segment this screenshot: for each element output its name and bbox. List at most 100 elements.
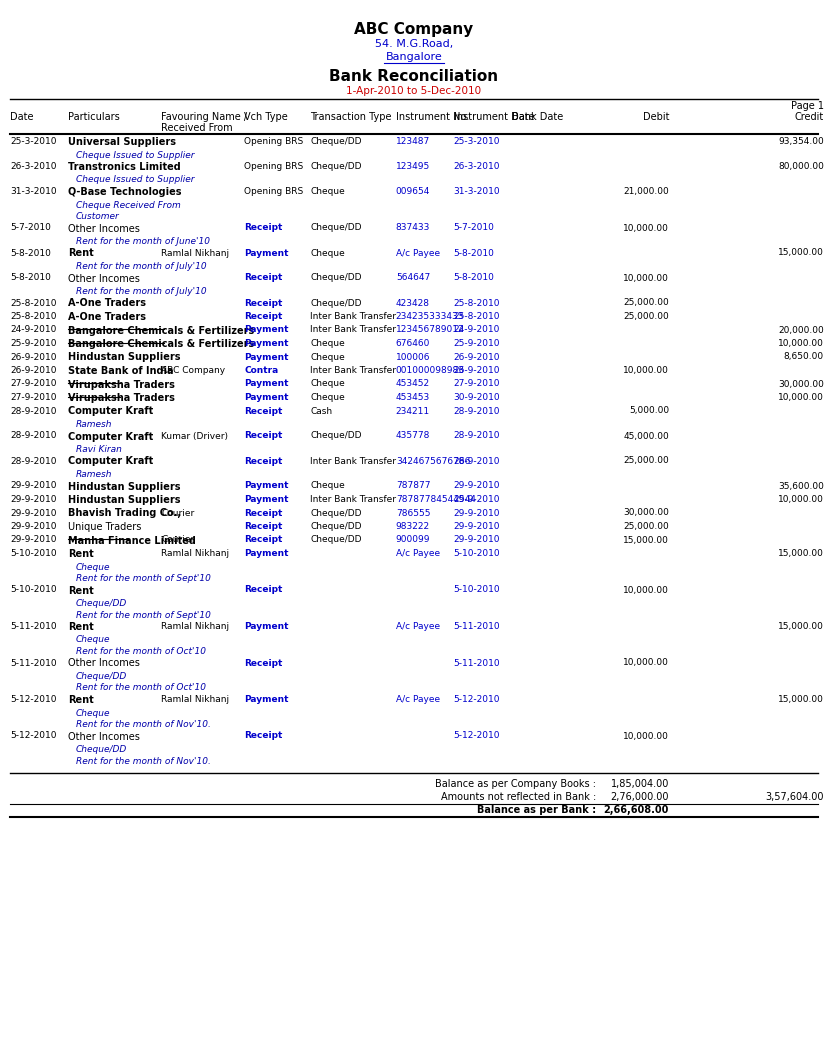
Text: Inter Bank Transfer: Inter Bank Transfer: [310, 495, 396, 504]
Text: 5-10-2010: 5-10-2010: [10, 549, 56, 558]
Text: Cheque Received From: Cheque Received From: [76, 201, 180, 209]
Text: Cheque: Cheque: [76, 562, 110, 572]
Text: Date: Date: [10, 112, 33, 122]
Text: Rent for the month of Nov'10.: Rent for the month of Nov'10.: [76, 757, 211, 765]
Text: Rent for the month of Sept'10: Rent for the month of Sept'10: [76, 574, 211, 583]
Text: 29-9-2010: 29-9-2010: [453, 522, 500, 532]
Text: A/c Payee: A/c Payee: [395, 549, 439, 558]
Text: 25-8-2010: 25-8-2010: [10, 313, 56, 321]
Text: Receipt: Receipt: [244, 456, 282, 466]
Text: 100006: 100006: [395, 353, 430, 361]
Text: Credit: Credit: [794, 112, 823, 122]
Text: Payment: Payment: [244, 482, 289, 490]
Text: Cheque Issued to Supplier: Cheque Issued to Supplier: [76, 175, 194, 185]
Text: 26-3-2010: 26-3-2010: [10, 162, 56, 171]
Text: 5-7-2010: 5-7-2010: [453, 223, 494, 233]
Text: 5-11-2010: 5-11-2010: [453, 658, 500, 668]
Text: Hindustan Suppliers: Hindustan Suppliers: [68, 353, 180, 362]
Text: 24-9-2010: 24-9-2010: [453, 325, 500, 335]
Text: 29-9-2010: 29-9-2010: [453, 508, 500, 518]
Text: 5-11-2010: 5-11-2010: [10, 658, 56, 668]
Text: 10,000.00: 10,000.00: [623, 223, 668, 233]
Text: Instrument Date: Instrument Date: [453, 112, 533, 122]
Text: 5-8-2010: 5-8-2010: [453, 249, 494, 257]
Text: 15,000.00: 15,000.00: [777, 622, 823, 631]
Text: Cheque/DD: Cheque/DD: [76, 745, 127, 754]
Text: Rent for the month of Nov'10.: Rent for the month of Nov'10.: [76, 720, 211, 729]
Text: Payment: Payment: [244, 695, 289, 704]
Text: 5-12-2010: 5-12-2010: [453, 695, 500, 704]
Text: 25-9-2010: 25-9-2010: [10, 339, 56, 348]
Text: Vch Type: Vch Type: [244, 112, 288, 122]
Text: Payment: Payment: [244, 495, 289, 504]
Text: Cheque: Cheque: [310, 187, 345, 196]
Text: Cheque/DD: Cheque/DD: [310, 137, 361, 146]
Text: 10,000.00: 10,000.00: [777, 339, 823, 348]
Text: Bank Date: Bank Date: [511, 112, 562, 122]
Text: Courier: Courier: [161, 536, 194, 544]
Text: 10,000.00: 10,000.00: [623, 658, 668, 668]
Text: 26-3-2010: 26-3-2010: [453, 162, 500, 171]
Text: Payment: Payment: [244, 622, 289, 631]
Text: Balance as per Bank :: Balance as per Bank :: [476, 805, 595, 815]
Text: 28-9-2010: 28-9-2010: [10, 456, 56, 466]
Text: 24-9-2010: 24-9-2010: [10, 325, 56, 335]
Text: 900099: 900099: [395, 536, 430, 544]
Text: 25-8-2010: 25-8-2010: [453, 299, 500, 307]
Text: Unique Traders: Unique Traders: [68, 522, 141, 532]
Text: Transaction Type: Transaction Type: [310, 112, 391, 122]
Text: 5-12-2010: 5-12-2010: [453, 731, 500, 741]
Text: 45,000.00: 45,000.00: [623, 432, 668, 440]
Text: Receipt: Receipt: [244, 223, 282, 233]
Text: 15,000.00: 15,000.00: [777, 695, 823, 704]
Text: 29-9-2010: 29-9-2010: [10, 482, 56, 490]
Text: Opening BRS: Opening BRS: [244, 187, 304, 196]
Text: Q-Base Technologies: Q-Base Technologies: [68, 187, 181, 197]
Text: 28-9-2010: 28-9-2010: [453, 432, 500, 440]
Text: Payment: Payment: [244, 249, 289, 257]
Text: Hindustan Suppliers: Hindustan Suppliers: [68, 495, 180, 505]
Text: Universal Suppliers: Universal Suppliers: [68, 137, 175, 147]
Text: A/c Payee: A/c Payee: [395, 622, 439, 631]
Text: 26-9-2010: 26-9-2010: [10, 366, 56, 375]
Text: 001000098983: 001000098983: [395, 366, 464, 375]
Text: Payment: Payment: [244, 379, 289, 388]
Text: Inter Bank Transfer: Inter Bank Transfer: [310, 325, 396, 335]
Text: Transtronics Limited: Transtronics Limited: [68, 162, 180, 172]
Text: Virupaksha Traders: Virupaksha Traders: [68, 393, 174, 403]
Text: Favouring Name /: Favouring Name /: [161, 112, 247, 122]
Text: Cheque: Cheque: [310, 379, 345, 388]
Text: Cheque: Cheque: [310, 249, 345, 257]
Text: Cheque Issued to Supplier: Cheque Issued to Supplier: [76, 151, 194, 159]
Text: Received From: Received From: [161, 123, 233, 133]
Text: Cheque/DD: Cheque/DD: [310, 536, 361, 544]
Text: 20,000.00: 20,000.00: [777, 325, 823, 335]
Text: Instrument No.: Instrument No.: [395, 112, 468, 122]
Text: A-One Traders: A-One Traders: [68, 299, 146, 308]
Text: 5-8-2010: 5-8-2010: [10, 249, 50, 257]
Text: 31-3-2010: 31-3-2010: [453, 187, 500, 196]
Text: 28-9-2010: 28-9-2010: [453, 456, 500, 466]
Text: 25-9-2010: 25-9-2010: [453, 339, 500, 348]
Text: Cheque/DD: Cheque/DD: [310, 522, 361, 532]
Text: Manha Finance Limited: Manha Finance Limited: [68, 536, 195, 545]
Text: 5-8-2010: 5-8-2010: [453, 273, 494, 283]
Text: Cheque/DD: Cheque/DD: [310, 299, 361, 307]
Text: Cash: Cash: [310, 406, 332, 416]
Text: 25,000.00: 25,000.00: [623, 299, 668, 307]
Text: Rent: Rent: [68, 549, 93, 559]
Text: Ravi Kiran: Ravi Kiran: [76, 445, 122, 454]
Text: 29-9-2010: 29-9-2010: [10, 536, 56, 544]
Text: Ramlal Nikhanj: Ramlal Nikhanj: [161, 695, 229, 704]
Text: Cheque: Cheque: [310, 339, 345, 348]
Text: Receipt: Receipt: [244, 586, 282, 594]
Text: Computer Kraft: Computer Kraft: [68, 432, 153, 441]
Text: Bangalore Chemicals & Fertilizers: Bangalore Chemicals & Fertilizers: [68, 339, 254, 349]
Text: Other Incomes: Other Incomes: [68, 223, 140, 234]
Text: 1-Apr-2010 to 5-Dec-2010: 1-Apr-2010 to 5-Dec-2010: [346, 86, 481, 96]
Text: 837433: 837433: [395, 223, 430, 233]
Text: 29-9-2010: 29-9-2010: [10, 508, 56, 518]
Text: 1,85,004.00: 1,85,004.00: [609, 779, 668, 789]
Text: 10,000.00: 10,000.00: [623, 731, 668, 741]
Text: 10,000.00: 10,000.00: [623, 273, 668, 283]
